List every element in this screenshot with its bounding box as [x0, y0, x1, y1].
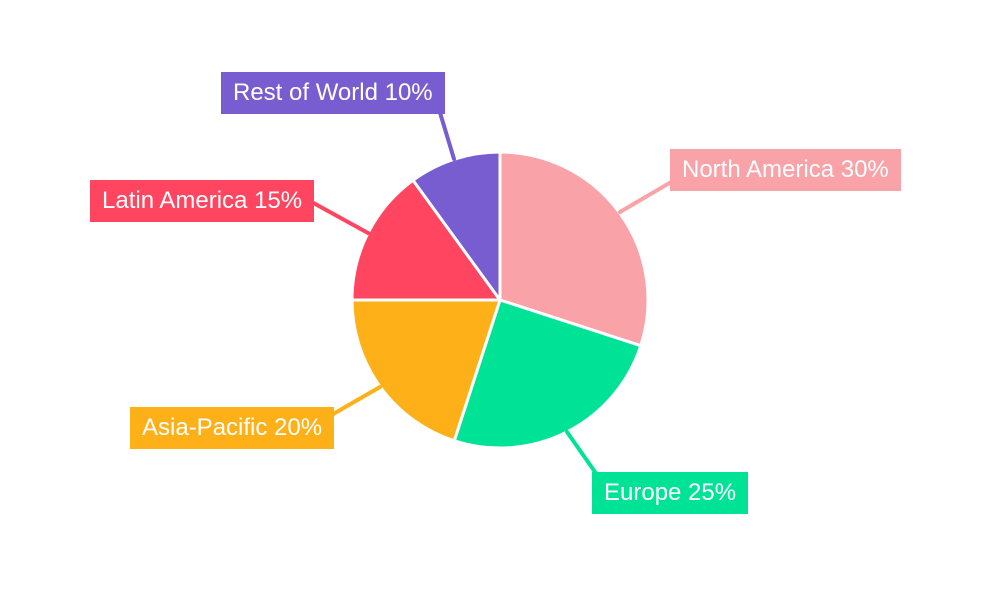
leader-line-latin-america [306, 198, 370, 235]
leader-line-rest-of-world [436, 104, 456, 161]
leader-line-asia-pacific [326, 385, 382, 419]
leader-line-europe [565, 430, 602, 481]
leader-line-north-america [618, 176, 680, 214]
